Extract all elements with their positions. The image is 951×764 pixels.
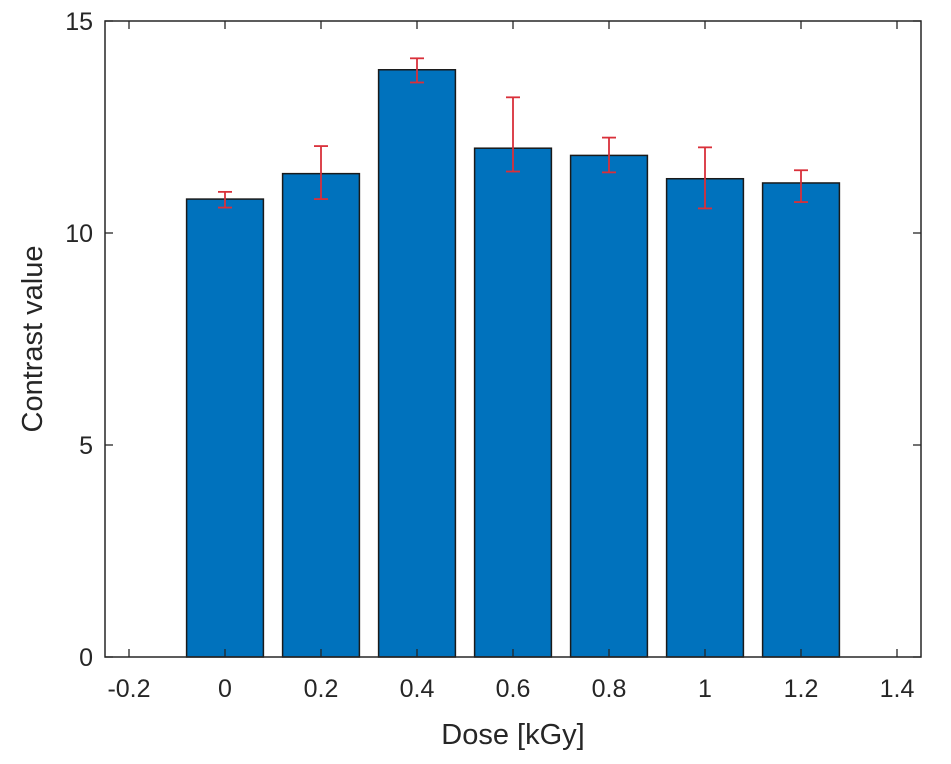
y-axis-label: Contrast value bbox=[17, 246, 49, 433]
x-tick-label: 1.4 bbox=[880, 675, 915, 703]
bar bbox=[377, 69, 457, 658]
bar bbox=[281, 172, 361, 658]
bar bbox=[665, 177, 745, 658]
y-tick-label: 15 bbox=[65, 8, 93, 36]
y-tick-label: 10 bbox=[65, 220, 93, 248]
x-tick-label: 1 bbox=[698, 675, 712, 703]
bars-group bbox=[185, 69, 841, 658]
x-tick-label: -0.2 bbox=[107, 675, 150, 703]
bar bbox=[473, 147, 553, 658]
x-tick-label: 0.2 bbox=[304, 675, 339, 703]
bar bbox=[185, 198, 265, 658]
x-axis-label: Dose [kGy] bbox=[441, 719, 584, 751]
x-tick-label: 0.8 bbox=[592, 675, 627, 703]
bar bbox=[569, 154, 649, 658]
x-tick-label: 0.6 bbox=[496, 675, 531, 703]
bar bbox=[761, 182, 841, 658]
y-tick-label: 0 bbox=[79, 644, 93, 672]
x-tick-label: 1.2 bbox=[784, 675, 819, 703]
x-tick-label: 0 bbox=[218, 675, 232, 703]
x-tick-label: 0.4 bbox=[400, 675, 435, 703]
y-tick-label: 5 bbox=[79, 432, 93, 460]
y-ticks-group: 0 5 10 15 bbox=[65, 8, 921, 672]
error-bars-group bbox=[218, 57, 808, 210]
x-ticks-group: -0.2 0 0.2 0.4 0.6 0.8 1 1.2 1.4 bbox=[107, 21, 914, 703]
